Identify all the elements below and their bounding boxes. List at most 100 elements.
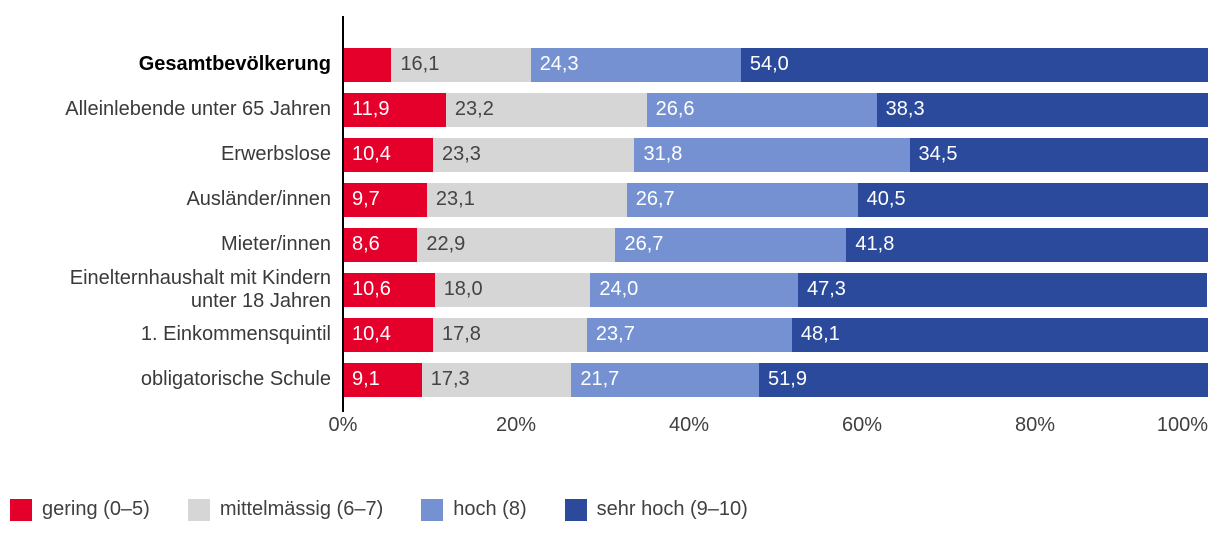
bar-segment-sehr-hoch: 41,8 <box>846 227 1208 262</box>
segment-value-label: 22,9 <box>426 233 466 255</box>
bar-segment-mittelmaessig: 23,2 <box>445 92 647 127</box>
row-label: 1. Einkommensquintil <box>140 323 331 346</box>
bar-segment-mittelmaessig: 17,8 <box>432 317 587 352</box>
legend-label: sehr hoch (9–10) <box>596 498 748 520</box>
y-axis-line <box>342 16 344 412</box>
stacked-bar: 10,4 17,8 23,7 48,1 <box>343 317 1208 352</box>
bar-segment-mittelmaessig: 18,0 <box>434 272 591 307</box>
segment-value-label: 26,6 <box>655 98 695 120</box>
bar-segment-mittelmaessig: 23,3 <box>432 137 635 172</box>
segment-value-label: 26,7 <box>635 188 675 210</box>
chart-row: Gesamtbevölkerung 16,1 24,3 54,0 <box>0 42 1220 87</box>
x-axis-tick-label: 20% <box>495 414 537 436</box>
segment-value-label: 38,3 <box>885 98 925 120</box>
bar-segment-sehr-hoch: 34,5 <box>909 137 1208 172</box>
row-label: Gesamtbevölkerung <box>138 53 331 76</box>
x-axis-tick-label: 60% <box>841 414 883 436</box>
segment-value-label: 23,7 <box>595 323 635 345</box>
segment-value-label: 23,2 <box>454 98 494 120</box>
bar-segment-hoch: 24,3 <box>530 47 741 82</box>
stacked-bar: 10,4 23,3 31,8 34,5 <box>343 137 1208 172</box>
segment-value-label: 10,4 <box>352 323 391 345</box>
chart-row: Ausländer/innen 9,7 23,1 26,7 40,5 <box>0 177 1220 222</box>
segment-value-label: 23,1 <box>435 188 475 210</box>
segment-value-label: 51,9 <box>768 368 807 390</box>
bar-segment-mittelmaessig: 17,3 <box>421 362 572 397</box>
stacked-bar: 9,1 17,3 21,7 51,9 <box>343 362 1208 397</box>
stacked-bar: 11,9 23,2 26,6 38,3 <box>343 92 1208 127</box>
legend-swatch <box>421 498 444 521</box>
segment-value-label: 23,3 <box>441 143 481 165</box>
bar-segment-hoch: 24,0 <box>590 272 798 307</box>
bar-segment-sehr-hoch: 38,3 <box>876 92 1208 127</box>
segment-value-label: 9,1 <box>352 368 380 390</box>
bar-segment-sehr-hoch: 54,0 <box>740 47 1208 82</box>
row-label: Alleinlebende unter 65 Jahren <box>65 98 331 121</box>
bar-segment-gering: 9,7 <box>343 182 427 217</box>
row-label: Ausländer/innen <box>186 188 331 211</box>
segment-value-label: 16,1 <box>400 53 440 75</box>
segment-value-label: 11,9 <box>352 98 390 120</box>
chart-row: obligatorische Schule 9,1 17,3 21,7 51,9 <box>0 357 1220 402</box>
bar-rows: Gesamtbevölkerung 16,1 24,3 54,0 Alleinleben… <box>0 42 1220 402</box>
bar-segment-hoch: 23,7 <box>586 317 792 352</box>
row-label: obligatorische Schule <box>140 368 331 391</box>
legend-label: gering (0–5) <box>42 498 150 520</box>
segment-value-label: 31,8 <box>643 143 683 165</box>
bar-segment-gering: 10,4 <box>343 317 433 352</box>
stacked-bar: 8,6 22,9 26,7 41,8 <box>343 227 1208 262</box>
plot-area: Gesamtbevölkerung 16,1 24,3 54,0 Alleinleben… <box>0 16 1220 436</box>
segment-value-label: 17,8 <box>441 323 481 345</box>
legend-item-hoch: hoch (8) <box>421 498 527 521</box>
row-label: Erwerbslose <box>220 143 331 166</box>
chart-row: 1. Einkommensquintil 10,4 17,8 23,7 48,1 <box>0 312 1220 357</box>
bar-segment-hoch: 31,8 <box>634 137 910 172</box>
bar-segment-hoch: 21,7 <box>571 362 760 397</box>
segment-value-label: 8,6 <box>352 233 380 255</box>
legend-label: mittelmässig (6–7) <box>219 498 384 520</box>
segment-value-label: 9,7 <box>352 188 380 210</box>
legend: gering (0–5) mittelmässig (6–7) hoch (8) se… <box>10 498 1220 521</box>
bar-segment-hoch: 26,6 <box>646 92 877 127</box>
bar-segment-sehr-hoch: 40,5 <box>857 182 1208 217</box>
row-label: Mieter/innen <box>220 233 331 256</box>
row-label: Einelternhaushalt mit Kindern unter 18 J… <box>69 267 331 312</box>
legend-swatch <box>10 498 32 521</box>
bar-segment-mittelmaessig: 16,1 <box>391 47 531 82</box>
legend-item-gering: gering (0–5) <box>10 498 150 521</box>
x-axis-tick-label: 80% <box>1014 414 1056 436</box>
bar-segment-sehr-hoch: 51,9 <box>759 362 1208 397</box>
chart-row: Mieter/innen 8,6 22,9 26,7 41,8 <box>0 222 1220 267</box>
bar-segment-mittelmaessig: 22,9 <box>417 227 616 262</box>
segment-value-label: 21,7 <box>580 368 620 390</box>
segment-value-label: 10,4 <box>352 143 391 165</box>
chart-row: Erwerbslose 10,4 23,3 31,8 34,5 <box>0 132 1220 177</box>
segment-value-label: 10,6 <box>352 278 391 300</box>
bar-segment-gering: 10,6 <box>343 272 435 307</box>
bar-segment-gering: 8,6 <box>343 227 418 262</box>
bar-segment-gering: 11,9 <box>343 92 446 127</box>
segment-value-label: 41,8 <box>855 233 895 255</box>
x-axis-tick-label: 40% <box>668 414 710 436</box>
stacked-bar: 16,1 24,3 54,0 <box>343 47 1208 82</box>
chart-row: Einelternhaushalt mit Kindern unter 18 J… <box>0 267 1220 312</box>
bar-segment-gering: 9,1 <box>343 362 422 397</box>
chart-row: Alleinlebende unter 65 Jahren 11,9 23,2 26,… <box>0 87 1220 132</box>
segment-value-label: 48,1 <box>800 323 840 345</box>
segment-value-label: 24,3 <box>539 53 579 75</box>
segment-value-label: 17,3 <box>430 368 470 390</box>
segment-value-label: 54,0 <box>749 53 789 75</box>
segment-value-label: 18,0 <box>443 278 483 300</box>
segment-value-label: 40,5 <box>866 188 906 210</box>
legend-item-sehr-hoch: sehr hoch (9–10) <box>564 498 748 521</box>
segment-value-label: 24,0 <box>599 278 639 300</box>
segment-value-label: 26,7 <box>624 233 664 255</box>
bar-segment-mittelmaessig: 23,1 <box>426 182 627 217</box>
bar-segment-hoch: 26,7 <box>626 182 858 217</box>
legend-item-mittelmaessig: mittelmässig (6–7) <box>187 498 384 521</box>
bar-segment-hoch: 26,7 <box>615 227 847 262</box>
segment-value-label: 47,3 <box>806 278 846 300</box>
segment-value-label: 34,5 <box>918 143 958 165</box>
bar-segment-gering: 10,4 <box>343 137 433 172</box>
